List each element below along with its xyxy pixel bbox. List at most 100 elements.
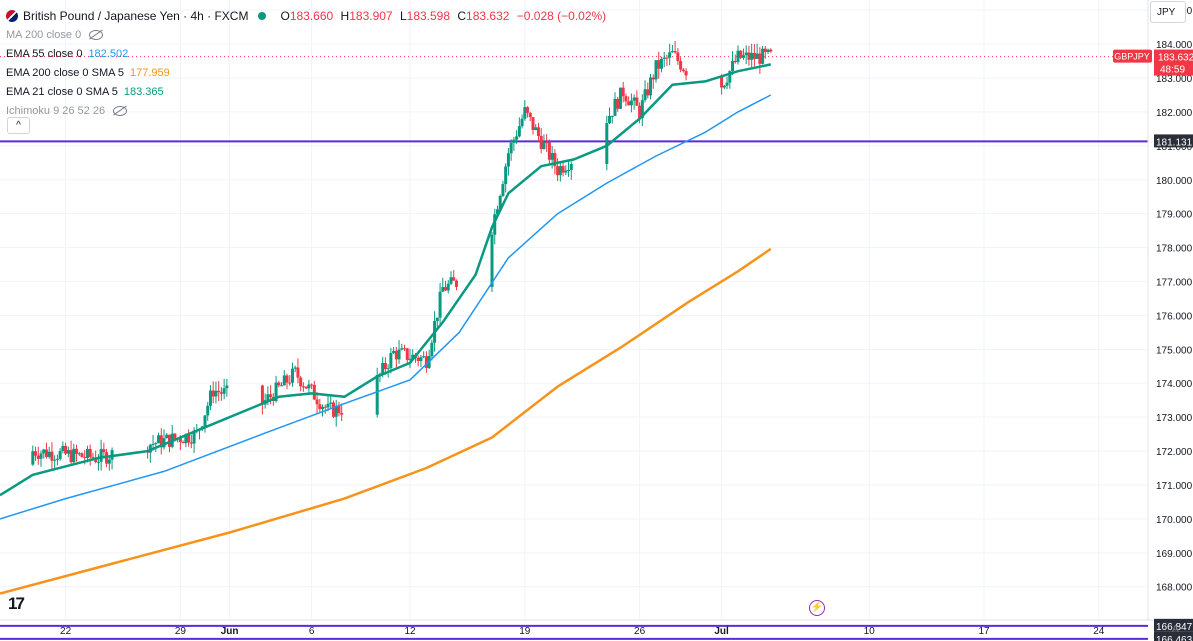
candle-body bbox=[88, 449, 92, 458]
price-tick-label: 169.000 bbox=[1156, 549, 1193, 560]
low-value: 183.598 bbox=[406, 8, 451, 23]
currency-selector[interactable]: JPY bbox=[1150, 1, 1186, 23]
chart-grid bbox=[0, 0, 1148, 620]
time-tick-label: 24 bbox=[1093, 626, 1105, 637]
candle-body bbox=[102, 449, 106, 453]
candle-body bbox=[733, 60, 737, 63]
collapse-legend-button[interactable]: ^ bbox=[7, 117, 30, 134]
candle-body bbox=[203, 415, 207, 427]
candle-body bbox=[301, 386, 305, 388]
price-tick-label: 183.000 bbox=[1156, 74, 1193, 85]
candle-body bbox=[430, 342, 434, 357]
candle-body bbox=[545, 142, 549, 144]
candle-body bbox=[107, 459, 111, 464]
candle-body bbox=[646, 89, 650, 96]
candle-body bbox=[454, 280, 458, 287]
candle-body bbox=[569, 163, 573, 171]
indicator-label: Ichimoku 9 26 52 26 bbox=[6, 104, 106, 117]
candle-body bbox=[266, 394, 270, 401]
price-tick-label: 171.000 bbox=[1156, 481, 1193, 492]
bar-countdown: 48:59 bbox=[1160, 65, 1185, 76]
indicator-value: 177.959 bbox=[130, 66, 170, 79]
candle-body bbox=[520, 118, 524, 127]
candle-body bbox=[315, 399, 319, 405]
indicator-label: EMA 200 close 0 SMA 5 bbox=[6, 66, 125, 79]
candle-body bbox=[725, 82, 729, 86]
horizontal-lines[interactable] bbox=[0, 56, 1148, 640]
candle-body bbox=[282, 375, 286, 386]
symbol-row: British Pound / Japanese Yen · 4h · FXCM… bbox=[6, 6, 606, 25]
candle-body bbox=[608, 115, 612, 124]
candle-body bbox=[550, 153, 554, 160]
candle-body bbox=[539, 135, 543, 149]
candle-body bbox=[605, 123, 609, 164]
candle-body bbox=[523, 107, 527, 119]
indicator-ema200[interactable]: EMA 200 close 0 SMA 5 177.959 bbox=[6, 63, 606, 82]
candle-body bbox=[337, 405, 341, 414]
candle-body bbox=[441, 287, 445, 292]
candle-body bbox=[556, 166, 560, 176]
time-tick-label: 26 bbox=[634, 626, 646, 637]
time-tick-label: 10 bbox=[864, 626, 876, 637]
candle-body bbox=[654, 60, 658, 80]
price-tick-label: 177.000 bbox=[1156, 277, 1193, 288]
candle-body bbox=[285, 375, 289, 383]
candle-body bbox=[50, 451, 54, 461]
candle-body bbox=[679, 61, 683, 70]
candle-body bbox=[509, 142, 513, 154]
candle-body bbox=[44, 449, 48, 457]
indicator-ema55[interactable]: EMA 55 close 0 182.502 bbox=[6, 44, 606, 63]
price-tick-label: 178.000 bbox=[1156, 244, 1193, 255]
candle-body bbox=[408, 358, 412, 360]
auto-scale-button[interactable]: A bbox=[1172, 624, 1179, 635]
symbol-title[interactable]: British Pound / Japanese Yen · 4h · FXCM bbox=[23, 8, 249, 23]
hidden-eye-icon[interactable] bbox=[113, 105, 128, 116]
candle-body bbox=[72, 448, 76, 463]
candle-body bbox=[506, 153, 510, 167]
candle-body bbox=[94, 458, 98, 463]
candle-body bbox=[77, 453, 81, 455]
candle-body bbox=[326, 403, 330, 408]
candle-body bbox=[640, 100, 644, 119]
candle-body bbox=[83, 457, 87, 459]
price-tick-label: 176.000 bbox=[1156, 311, 1193, 322]
candle-body bbox=[208, 390, 212, 406]
indicator-value: 182.502 bbox=[88, 47, 129, 60]
candle-body bbox=[274, 382, 278, 402]
candle-body bbox=[416, 357, 420, 362]
candle-body bbox=[684, 71, 688, 76]
candle-body bbox=[750, 52, 754, 60]
candle-body bbox=[260, 385, 264, 405]
candle-body bbox=[310, 384, 314, 386]
gbp-jpy-flag-icon bbox=[6, 9, 18, 22]
candle-body bbox=[280, 385, 284, 387]
candle-body bbox=[206, 405, 210, 416]
candle-body bbox=[400, 348, 404, 350]
candle-body bbox=[42, 449, 46, 454]
close-value: 183.632 bbox=[466, 8, 510, 23]
candle-body bbox=[288, 382, 292, 384]
indicator-ma200[interactable]: MA 200 close 0 bbox=[6, 25, 606, 44]
candle-body bbox=[627, 101, 631, 106]
candle-body bbox=[676, 52, 680, 62]
candle-body bbox=[621, 87, 625, 97]
candle-body bbox=[766, 49, 770, 52]
indicator-ema21[interactable]: EMA 21 close 0 SMA 5 183.365 bbox=[6, 82, 606, 101]
hidden-eye-icon[interactable] bbox=[89, 29, 104, 40]
indicator-ichimoku[interactable]: Ichimoku 9 26 52 26 bbox=[6, 101, 606, 120]
tradingview-logo[interactable]: 17 bbox=[8, 594, 25, 613]
candle-body bbox=[536, 127, 540, 136]
candle-body bbox=[446, 283, 450, 291]
candle-body bbox=[151, 443, 155, 445]
candle-body bbox=[159, 435, 163, 448]
candle-body bbox=[534, 127, 538, 131]
bolt-icon[interactable]: ⚡ bbox=[809, 600, 825, 616]
time-tick-label: 22 bbox=[60, 626, 72, 637]
candle-body bbox=[36, 455, 40, 459]
price-tick-label: 175.000 bbox=[1156, 345, 1193, 356]
candle-body bbox=[498, 195, 502, 210]
candle-body bbox=[752, 52, 756, 59]
